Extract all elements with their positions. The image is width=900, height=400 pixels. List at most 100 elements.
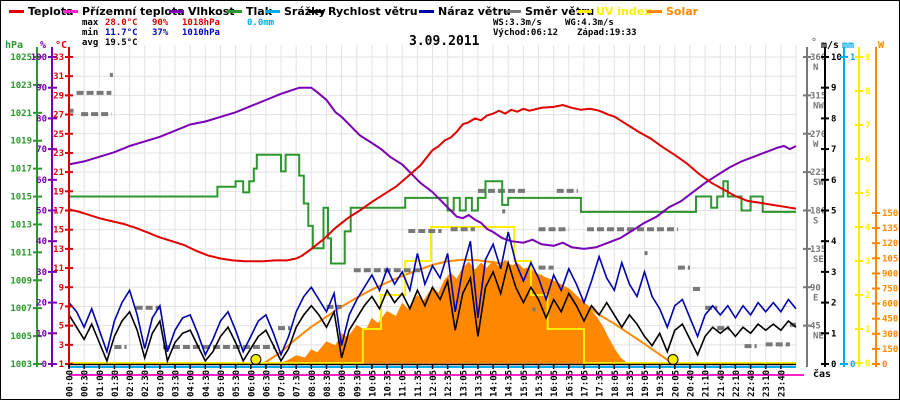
pressure-axis-el: 1003 — [10, 360, 32, 370]
uv-axis-el: 6 — [865, 155, 870, 165]
x-tick-label: 06:30 — [262, 370, 272, 397]
pressure-axis-el: 1025 — [10, 53, 32, 63]
max-temp: 28.0°C — [105, 18, 138, 28]
wind-axis-el: 0 — [831, 360, 836, 370]
series-uv-index-el — [69, 226, 796, 364]
wind-axis-el: 8 — [831, 114, 836, 124]
temperature-axis-el: 1 — [59, 360, 64, 370]
x-tick-label: 09:30 — [353, 370, 363, 397]
uv-axis-el: 0 — [865, 359, 870, 369]
direction-axis-el: W — [813, 140, 819, 150]
humidity-axis-el: 0 — [42, 360, 47, 370]
x-tick-label: 08:30 — [323, 370, 333, 397]
humidity-axis-el: 90 — [36, 84, 47, 94]
wind-speed-max: WS:3.3m/s — [493, 18, 542, 28]
direction-axis-el: 90 — [810, 283, 821, 293]
pressure-axis-el: 1009 — [10, 276, 32, 286]
humidity-axis-el: 80 — [36, 114, 47, 124]
legend-label: Vlhkost — [188, 5, 235, 18]
uv-axis-el: 5 — [865, 189, 870, 199]
rain-axis: 10 — [840, 47, 855, 370]
series-solar-actual — [277, 259, 630, 365]
max-pressure: 1018hPa — [182, 18, 220, 28]
direction-axis-el: 225 — [810, 168, 826, 178]
x-tick-label: 21:40 — [717, 370, 727, 397]
rain-axis-el: 0 — [850, 360, 855, 370]
wind-axis-el: 3 — [831, 268, 836, 278]
series-wind-speed-el — [68, 259, 797, 364]
pressure-axis-el: 1021 — [10, 109, 32, 119]
legend-item-vlhkost: Vlhkost — [169, 5, 235, 18]
uv-index-swatch — [577, 10, 592, 13]
solar-axis-el: 900 — [882, 269, 898, 279]
max-humidity: 90% — [152, 18, 169, 28]
sun-markers — [250, 354, 679, 365]
rychlost-vetru-swatch — [309, 10, 324, 13]
uv-axis-el: 4 — [865, 223, 871, 233]
humidity-axis-el: 60 — [36, 176, 47, 186]
legend-label: Teplota — [28, 5, 74, 18]
wind-axis-el: 5 — [831, 207, 836, 217]
x-tick-label: 09:00 — [338, 370, 348, 397]
teplota-swatch — [9, 10, 24, 13]
wind-axis-el: 6 — [831, 176, 836, 186]
direction-axis-el: SW — [813, 178, 824, 188]
direction-axis-el: S — [813, 217, 818, 227]
x-tick-label: 20:40 — [686, 370, 696, 397]
temperature-axis-el: 23 — [53, 149, 64, 159]
solar-axis-el: 1200 — [882, 239, 900, 249]
legend-item-solar: Solar — [647, 5, 698, 18]
x-tick-label: 02:30 — [141, 370, 151, 397]
uv-axis-el: 3 — [865, 257, 870, 267]
avg-temp: 19.5°C — [105, 38, 138, 48]
x-tick-label: 20:05 — [671, 370, 681, 397]
x-tick-label: 11:05 — [399, 370, 409, 397]
wind-axis-el: 1 — [831, 329, 836, 339]
temperature-axis-el: 19 — [53, 187, 64, 197]
temperature-axis-el: 13 — [53, 245, 64, 255]
avg-label: avg — [82, 38, 99, 48]
direction-axis-el: 45 — [810, 322, 821, 332]
x-tick-label: 17:05 — [580, 370, 590, 397]
wind-axis-el: 9 — [831, 84, 836, 94]
x-tick-label: 01:00 — [96, 370, 106, 397]
pressure-axis-unit: hPa — [5, 40, 24, 51]
x-tick-label: 14:05 — [490, 370, 500, 397]
humidity-axis-el: 10 — [36, 329, 47, 339]
x-tick-label: 10:05 — [368, 370, 378, 397]
min-pressure: 1010hPa — [182, 28, 220, 38]
direction-axis-el: 315 — [810, 91, 826, 101]
direction-axis-el: 135 — [810, 245, 826, 255]
humidity-axis-el: 30 — [36, 268, 47, 278]
x-tick-label: 16:35 — [565, 370, 575, 397]
x-tick-label: 10:35 — [384, 370, 394, 397]
solar-axis-el: 300 — [882, 330, 898, 340]
humidity-axis-el: 50 — [36, 207, 47, 217]
x-tick-label: 05:30 — [232, 370, 242, 397]
wind-axis-el: 2 — [831, 299, 836, 309]
x-tick-label: 13:35 — [474, 370, 484, 397]
x-tick-label: 13:05 — [459, 370, 469, 397]
x-tick-label: 19:05 — [641, 370, 651, 397]
legend-item-smer-vetru: Směr větru — [506, 5, 594, 18]
solar-swatch — [647, 10, 662, 13]
smer-vetru-swatch — [506, 10, 521, 13]
series-temperature-el — [68, 103, 797, 263]
uv-axis-el: 7 — [865, 121, 870, 131]
direction-axis-el: 180 — [810, 207, 826, 217]
legend-label: Přízemní teplota — [82, 5, 185, 18]
series-solar-actual-el — [277, 259, 630, 365]
direction-axis-el: NW — [813, 101, 824, 111]
x-tick-label: 15:35 — [535, 370, 545, 397]
temperature-axis-el: 17 — [53, 207, 64, 217]
direction-axis-el: SE — [813, 255, 824, 265]
series-uv-index — [69, 226, 796, 364]
solar-axis-el: 1350 — [882, 224, 900, 234]
wind-axis-unit: m/s — [821, 40, 840, 51]
vlhkost-swatch — [169, 10, 184, 13]
direction-axis-el: 360 — [810, 53, 826, 63]
wind-axis-el: 7 — [831, 145, 836, 155]
